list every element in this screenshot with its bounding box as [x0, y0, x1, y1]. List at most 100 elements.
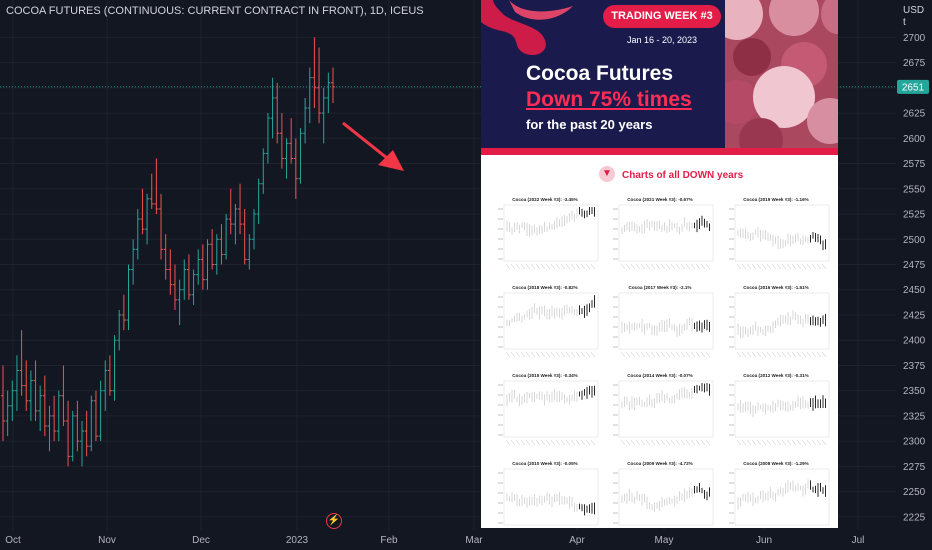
price-tick-label: 2400 [903, 336, 926, 347]
ohlc-bar [61, 365, 66, 427]
ohlc-bar [131, 239, 136, 285]
price-tick-label: 2350 [903, 386, 926, 397]
mini-chart: Cocoa (2014 Week #3): -0.07% [605, 373, 715, 453]
ohlc-bar [149, 173, 154, 209]
ohlc-bar [331, 67, 335, 103]
time-tick-label: Dec [192, 535, 210, 546]
mini-chart: Cocoa (2012 Week #3): -0.31% [721, 373, 831, 453]
ohlc-bar [24, 360, 29, 411]
headline-period: for the past 20 years [526, 117, 653, 132]
ohlc-bar [307, 67, 312, 124]
ohlc-bar [265, 113, 270, 164]
mini-chart: Cocoa (2016 Week #3): -1.51% [721, 285, 831, 365]
mini-chart-title: Cocoa (2012 Week #3): -0.31% [743, 373, 809, 378]
ohlc-bar [186, 254, 191, 300]
ohlc-bar [98, 380, 103, 442]
ohlc-bar [80, 420, 85, 467]
ohlc-bar [321, 87, 326, 144]
price-tick-label: 2425 [903, 310, 926, 321]
ohlc-bar [84, 410, 89, 457]
mini-chart: Cocoa (2015 Week #3): -0.34% [490, 373, 600, 453]
ohlc-bar [182, 259, 187, 300]
mini-chart-title: Cocoa (2016 Week #3): -1.51% [743, 285, 809, 290]
mini-chart-title: Cocoa (2009 Week #3): -4.72% [627, 461, 693, 466]
time-tick-label: Jun [756, 535, 772, 546]
mini-chart-plot [729, 380, 830, 446]
ohlc-bar [191, 269, 196, 305]
mini-chart-plot [729, 204, 830, 270]
ohlc-bar [233, 203, 238, 245]
ohlc-bar [154, 158, 159, 215]
price-tick-label: 2225 [903, 512, 926, 523]
time-tick-label: Nov [98, 535, 116, 546]
ohlc-bar [214, 234, 219, 275]
ohlc-bar [10, 380, 15, 421]
ohlc-bar [93, 390, 98, 442]
time-tick-label: Oct [5, 535, 21, 546]
currency-label[interactable]: USD t [903, 5, 931, 29]
ohlc-bar [145, 193, 150, 245]
ohlc-bar [238, 183, 243, 235]
ohlc-bar [89, 395, 94, 452]
price-tick-label: 2450 [903, 285, 926, 296]
mini-chart-plot [613, 380, 714, 446]
ohlc-bar [168, 249, 173, 295]
time-axis[interactable]: Oct Nov Dec 2023 Feb Mar Apr May Jun Jul [5, 535, 864, 546]
ohlc-bar [1, 365, 5, 442]
time-tick-label: Jul [852, 535, 865, 546]
ohlc-bar [112, 335, 117, 401]
ohlc-bar [19, 330, 24, 396]
ohlc-bar [256, 178, 261, 225]
mini-chart: Cocoa (2018 Week #3): -0.82% [490, 285, 600, 365]
ohlc-bar [270, 77, 275, 139]
mini-chart-plot [613, 468, 714, 528]
ohlc-bar [163, 234, 168, 280]
mini-chart-title: Cocoa (2018 Week #3): -0.82% [512, 285, 578, 290]
price-axis[interactable]: 2225 2250 2275 2300 2325 2350 2375 2400 2425 2450… [903, 33, 926, 524]
ohlc-bar [56, 390, 61, 442]
price-tick-label: 2600 [903, 134, 926, 145]
ohlc-bar [172, 264, 177, 310]
ohlc-bar [251, 208, 256, 250]
ohlc-bar [103, 360, 108, 411]
infographic-header: TRADING WEEK #3 Jan 16 - 20, 2023 Cocoa … [481, 0, 838, 148]
mini-chart-plot [729, 292, 830, 358]
ohlc-bar [247, 234, 252, 270]
ohlc-bar [177, 279, 182, 326]
ohlc-bar [326, 72, 331, 114]
time-tick-label: 2023 [286, 535, 309, 546]
mini-chart-title: Cocoa (2014 Week #3): -0.07% [627, 373, 693, 378]
svg-text:2651: 2651 [902, 82, 925, 93]
red-arrow-icon [342, 121, 404, 171]
ohlc-bar [70, 410, 75, 462]
lightning-icon[interactable]: ⚡ [326, 513, 342, 529]
mini-chart: Cocoa (2017 Week #3): -2.1% [605, 285, 715, 365]
ohlc-bar [117, 309, 122, 351]
price-tick-label: 2475 [903, 260, 926, 271]
headline-title: Cocoa Futures [526, 62, 674, 85]
ohlc-bar [135, 208, 140, 260]
ohlc-bar [66, 400, 71, 467]
ohlc-bar [121, 294, 126, 331]
time-tick-label: Apr [569, 535, 585, 546]
ohlc-bar [126, 264, 131, 331]
mini-chart-plot [498, 204, 599, 270]
price-tick-label: 2700 [903, 33, 926, 44]
ohlc-bar [200, 244, 205, 290]
mini-chart-title: Cocoa (2019 Week #3): -1.16% [743, 197, 809, 202]
price-tick-label: 2675 [903, 58, 926, 69]
ohlc-bar [52, 395, 57, 442]
mini-chart: Cocoa (2010 Week #3): -0.05% [490, 461, 600, 528]
time-tick-label: Mar [465, 535, 483, 546]
price-tick-label: 2300 [903, 437, 926, 448]
mini-chart: Cocoa (2022 Week #3): -3.45% [490, 197, 600, 277]
ohlc-bar [14, 355, 19, 411]
infographic-panel: TRADING WEEK #3 Jan 16 - 20, 2023 Cocoa … [481, 0, 838, 528]
mini-chart-title: Cocoa (2015 Week #3): -0.34% [512, 373, 578, 378]
last-price-tag: 2651 [897, 79, 929, 94]
ohlc-bar [210, 229, 215, 270]
price-tick-label: 2325 [903, 411, 926, 422]
down-arrow-icon: ▼ [599, 166, 615, 182]
ohlc-bar [196, 249, 201, 285]
chart-title: COCOA FUTURES (CONTINUOUS: CURRENT CONTR… [6, 5, 424, 17]
